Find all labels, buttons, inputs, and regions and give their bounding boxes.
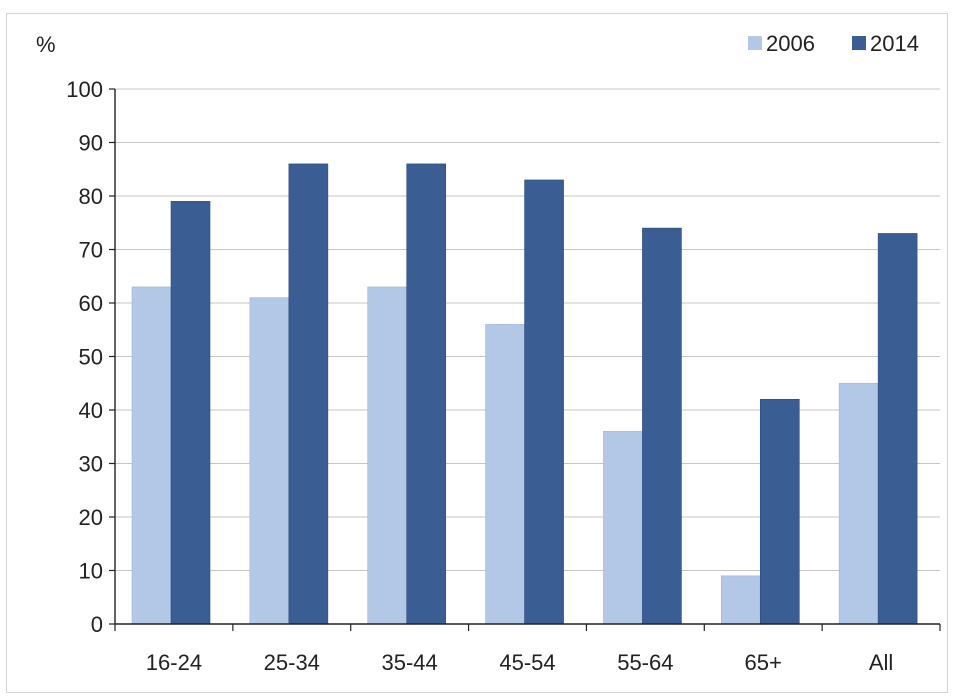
bar-2014-65+ bbox=[759, 398, 800, 625]
bars bbox=[131, 163, 918, 625]
x-tick-label-All: All bbox=[869, 650, 893, 675]
bar-2014-All bbox=[877, 233, 918, 625]
y-tick-label-50: 50 bbox=[79, 345, 103, 370]
bar-2006-55-64 bbox=[603, 431, 643, 625]
x-tick-label-45-54: 45-54 bbox=[499, 650, 555, 675]
y-tick-label-30: 30 bbox=[79, 452, 103, 477]
x-tick-label-35-44: 35-44 bbox=[382, 650, 438, 675]
y-tick-label-10: 10 bbox=[79, 559, 103, 584]
x-tick-label-55-64: 55-64 bbox=[617, 650, 673, 675]
bar-2006-65+ bbox=[720, 575, 761, 625]
bar-2014-35-44 bbox=[406, 163, 447, 625]
bar-2006-45-54 bbox=[485, 324, 525, 625]
y-tick-label-90: 90 bbox=[79, 131, 103, 156]
y-tick-label-80: 80 bbox=[79, 184, 103, 209]
x-tick-label-65+: 65+ bbox=[745, 650, 782, 675]
legend-label-2006: 2006 bbox=[766, 31, 815, 56]
bar-2014-25-34 bbox=[288, 163, 329, 625]
y-axis-unit-label: % bbox=[36, 32, 56, 57]
bar-2006-16-24 bbox=[131, 286, 172, 625]
x-tick-label-16-24: 16-24 bbox=[146, 650, 202, 675]
y-tick-label-70: 70 bbox=[79, 238, 103, 263]
bar-2014-45-54 bbox=[524, 179, 564, 625]
y-tick-label-0: 0 bbox=[91, 612, 103, 637]
bar-2006-25-34 bbox=[249, 297, 290, 625]
y-tick-label-100: 100 bbox=[66, 77, 103, 102]
bar-2006-35-44 bbox=[367, 286, 408, 625]
legend: 2006 2014 bbox=[748, 31, 919, 56]
bar-2006-All bbox=[838, 382, 879, 625]
bar-2014-55-64 bbox=[642, 227, 682, 625]
legend-label-2014: 2014 bbox=[870, 31, 919, 56]
bar-2014-16-24 bbox=[170, 201, 211, 625]
y-tick-label-40: 40 bbox=[79, 398, 103, 423]
y-tick-label-20: 20 bbox=[79, 505, 103, 530]
legend-swatch-2006 bbox=[748, 36, 762, 50]
legend-swatch-2014 bbox=[852, 36, 866, 50]
tick-labels: 0 10 20 30 40 50 60 70 80 90 100 16-24 25-34 35-44 45-… bbox=[66, 77, 941, 675]
x-tick-label-25-34: 25-34 bbox=[264, 650, 320, 675]
y-tick-label-60: 60 bbox=[79, 291, 103, 316]
